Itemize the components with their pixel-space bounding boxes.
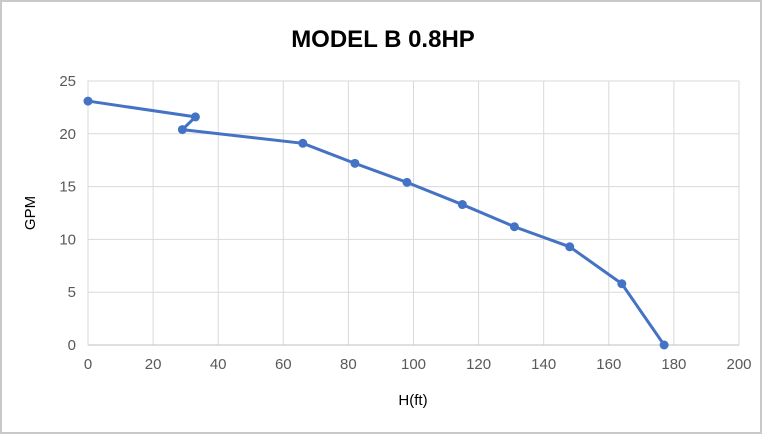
x-tick-label: 200 — [726, 356, 751, 373]
data-point — [190, 112, 200, 122]
x-tick-label: 180 — [661, 356, 686, 373]
data-point — [565, 242, 575, 252]
x-tick-label: 0 — [84, 356, 92, 373]
grid-layer — [87, 80, 740, 346]
x-tick-label: 60 — [275, 356, 292, 373]
data-point — [617, 279, 627, 289]
y-tick-label: 25 — [59, 73, 76, 90]
y-tick-label: 20 — [59, 126, 76, 143]
data-point — [83, 96, 93, 106]
x-tick-label: 160 — [596, 356, 621, 373]
x-axis-title: H(ft) — [398, 392, 427, 409]
data-point — [457, 200, 467, 210]
y-axis-title: GPM — [22, 196, 39, 230]
x-tick-label: 40 — [210, 356, 227, 373]
y-tick-label: 10 — [59, 231, 76, 248]
x-tick-label: 20 — [145, 356, 162, 373]
y-tick-label: 5 — [68, 284, 76, 301]
data-point — [298, 138, 308, 148]
y-tick-label: 0 — [68, 337, 76, 354]
data-point — [402, 177, 412, 187]
tick-layer: 0 20 40 60 80 100 120 140 160 180 200 0 5 10 15 20 25 — [59, 73, 751, 373]
data-point — [350, 158, 360, 168]
y-tick-label: 15 — [59, 179, 76, 196]
x-tick-label: 120 — [466, 356, 491, 373]
x-tick-label: 80 — [340, 356, 357, 373]
data-point — [177, 125, 187, 135]
x-tick-label: 140 — [531, 356, 556, 373]
series-layer — [83, 96, 669, 350]
data-point — [509, 222, 519, 232]
chart-title: MODEL B 0.8HP — [291, 26, 475, 53]
series-line — [86, 99, 666, 347]
x-tick-label: 100 — [401, 356, 426, 373]
data-point — [659, 340, 669, 350]
